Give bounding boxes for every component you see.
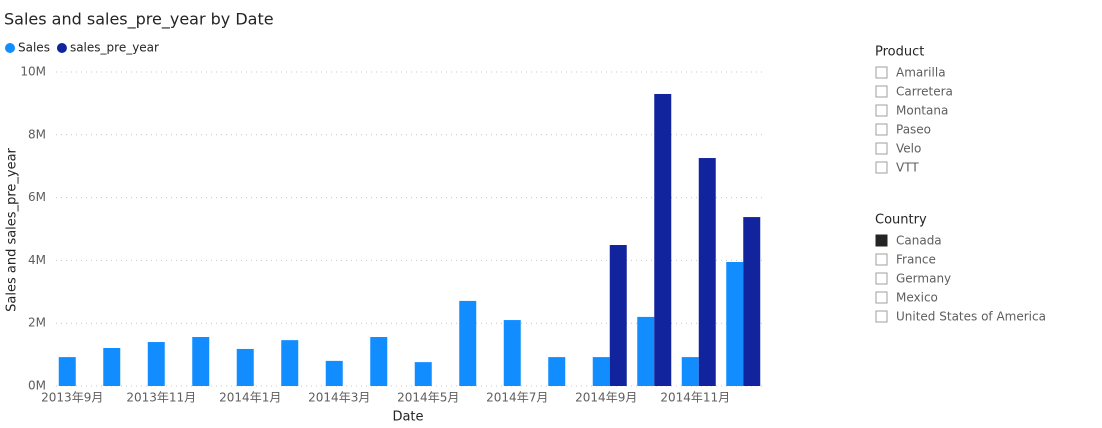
checkbox[interactable]	[875, 310, 888, 323]
checkbox[interactable]	[875, 291, 888, 304]
slicer-item[interactable]: Germany	[896, 272, 951, 286]
x-tick-label: 2014年7月	[486, 391, 548, 405]
y-tick-label: 10M	[20, 65, 46, 79]
x-tick-label: 2014年9月	[575, 391, 637, 405]
checkbox[interactable]	[875, 161, 888, 174]
x-tick-label: 2013年11月	[126, 391, 196, 405]
legend-marker[interactable]	[56, 43, 67, 53]
checkbox[interactable]	[875, 123, 888, 136]
y-axis-title: Sales and sales_pre_year	[5, 147, 20, 311]
slicer-item[interactable]: Paseo	[896, 123, 931, 137]
x-tick-label: 2014年3月	[308, 391, 370, 405]
slicer-item[interactable]: Montana	[896, 104, 948, 118]
y-tick-label: 8M	[28, 127, 46, 141]
checkbox[interactable]	[875, 253, 888, 266]
slicer-item[interactable]: United States of America	[896, 310, 1046, 324]
bar[interactable]	[281, 340, 299, 386]
bar[interactable]	[654, 93, 672, 386]
chart-title: Sales and sales_pre_year by Date	[4, 10, 274, 30]
bar[interactable]	[236, 348, 254, 386]
y-tick-label: 2M	[28, 316, 46, 330]
bar[interactable]	[726, 261, 744, 386]
bar[interactable]	[681, 357, 699, 386]
bar[interactable]	[698, 158, 716, 386]
slicer-item[interactable]: Velo	[896, 142, 921, 156]
bar[interactable]	[58, 357, 76, 386]
checkbox[interactable]	[875, 85, 888, 98]
legend-marker[interactable]	[5, 43, 15, 53]
legend-label[interactable]: Sales	[18, 41, 50, 55]
y-tick-label: 6M	[28, 190, 46, 204]
slicer-item[interactable]: VTT	[896, 161, 919, 175]
x-tick-label: 2014年5月	[397, 391, 459, 405]
x-tick-label: 2014年1月	[219, 391, 281, 405]
bar[interactable]	[103, 348, 121, 386]
checkbox[interactable]	[875, 104, 888, 117]
bar[interactable]	[503, 320, 521, 386]
bar[interactable]	[743, 217, 761, 386]
slicer-item[interactable]: France	[896, 253, 936, 267]
x-tick-label: 2013年9月	[41, 391, 103, 405]
bar[interactable]	[325, 360, 343, 386]
bar[interactable]	[147, 342, 165, 386]
legend-label[interactable]: sales_pre_year	[70, 41, 159, 55]
slicer-item[interactable]: Mexico	[896, 291, 938, 305]
bar[interactable]	[609, 245, 627, 386]
checkbox[interactable]	[875, 272, 888, 285]
slicer-item[interactable]: Carretera	[896, 85, 953, 99]
x-axis-title: Date	[392, 410, 423, 425]
bar[interactable]	[459, 300, 477, 386]
checkbox[interactable]	[875, 66, 888, 79]
y-tick-label: 0M	[28, 379, 46, 393]
y-tick-label: 4M	[28, 253, 46, 267]
x-tick-label: 2014年11月	[660, 391, 730, 405]
bar[interactable]	[192, 337, 210, 386]
slicer-title: Product	[875, 45, 924, 60]
checkbox[interactable]	[875, 234, 888, 247]
checkbox[interactable]	[875, 142, 888, 155]
bar[interactable]	[637, 316, 655, 386]
bar[interactable]	[592, 357, 610, 386]
slicer-item[interactable]: Canada	[896, 234, 942, 248]
bar[interactable]	[414, 362, 432, 386]
bar[interactable]	[548, 357, 566, 386]
slicer-title: Country	[875, 213, 927, 228]
bar[interactable]	[370, 337, 388, 386]
slicer-item[interactable]: Amarilla	[896, 66, 946, 80]
